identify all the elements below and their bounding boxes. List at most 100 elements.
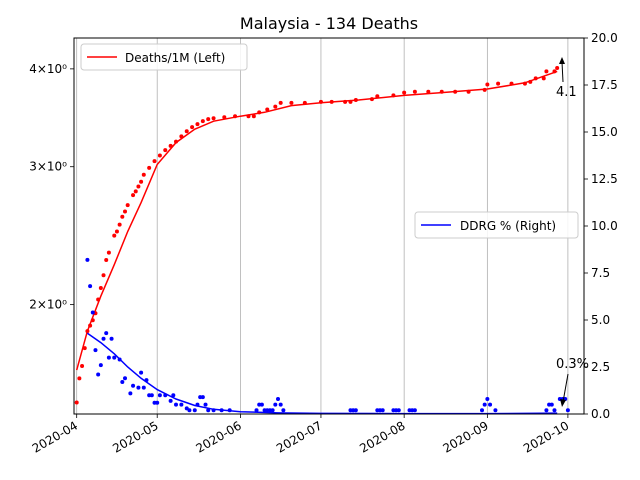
deaths-point xyxy=(541,76,546,81)
ddrg-point xyxy=(106,355,111,360)
deaths-trend-line xyxy=(75,70,558,371)
legend-deaths-label: Deaths/1M (Left) xyxy=(125,51,225,65)
deaths-point xyxy=(402,90,407,95)
ddrg-point xyxy=(206,408,211,413)
ddrg-point xyxy=(104,331,109,336)
ddrg-point xyxy=(270,408,275,413)
deaths-point xyxy=(289,100,294,105)
legend-ddrg-label: DDRG % (Right) xyxy=(460,219,556,233)
ddrg-point xyxy=(179,402,184,407)
annotation-ddrg-last: 0.3% xyxy=(556,357,589,407)
ddrg-point xyxy=(396,408,401,413)
deaths-point xyxy=(157,153,162,158)
deaths-point xyxy=(136,184,141,189)
ddrg-point xyxy=(101,336,106,341)
deaths-point xyxy=(251,114,256,119)
deaths-point xyxy=(163,148,168,153)
ddrg-point xyxy=(203,402,208,407)
ddrg-point xyxy=(123,376,127,381)
ddrg-point xyxy=(120,380,125,385)
deaths-point xyxy=(106,250,111,255)
deaths-point xyxy=(117,222,122,227)
right-tick-label: 17.5 xyxy=(591,78,618,92)
ddrg-point xyxy=(278,402,283,407)
ddrg-point xyxy=(412,408,417,413)
ddrg-point xyxy=(112,355,117,360)
right-tick-label: 10.0 xyxy=(591,219,618,233)
deaths-point xyxy=(133,189,138,194)
ddrg-point xyxy=(141,385,146,390)
ddrg-point xyxy=(139,370,144,375)
deaths-point xyxy=(120,214,125,219)
right-tick-label: 7.5 xyxy=(591,266,610,280)
ddrg-point xyxy=(380,408,385,413)
deaths-point xyxy=(141,172,146,177)
deaths-point xyxy=(98,286,103,291)
deaths-point xyxy=(412,89,417,94)
deaths-point xyxy=(123,209,127,214)
legend-ddrg-box xyxy=(414,211,579,239)
ddrg-point xyxy=(488,402,493,407)
legend-deaths: Deaths/1M (Left) xyxy=(80,43,248,71)
annotation-ddrg-arrowhead xyxy=(560,399,566,407)
ddrg-point xyxy=(157,393,162,398)
deaths-point xyxy=(273,104,278,109)
ddrg-point xyxy=(171,393,176,398)
deaths-point xyxy=(265,107,270,112)
ddrg-point xyxy=(259,402,264,407)
ddrg-point xyxy=(168,398,173,403)
ddrg-point xyxy=(174,402,178,407)
right-tick-label: 20.0 xyxy=(591,31,618,45)
annotation-ddrg-text: 0.3% xyxy=(556,357,589,372)
chart-title: Malaysia - 134 Deaths xyxy=(240,14,418,33)
ddrg-point xyxy=(276,396,280,401)
deaths-point xyxy=(496,81,501,86)
left-tick-label: 4×10⁰ xyxy=(29,62,67,76)
legend-ddrg: DDRG % (Right) xyxy=(414,211,579,239)
annotation-deaths-arrowhead xyxy=(559,57,565,64)
left-tick-label: 3×10⁰ xyxy=(29,160,67,174)
ddrg-point xyxy=(88,284,93,289)
annotation-ddrg-arrow xyxy=(562,373,569,403)
right-tick-label: 12.5 xyxy=(591,172,618,186)
ddrg-point xyxy=(482,402,487,407)
legend-deaths-box xyxy=(80,43,248,71)
deaths-point xyxy=(555,66,560,71)
ddrg-point xyxy=(493,408,498,413)
deaths-point xyxy=(74,400,79,405)
deaths-point xyxy=(104,258,109,263)
deaths-point xyxy=(147,165,152,170)
deaths-point xyxy=(206,117,211,122)
deaths-point xyxy=(195,122,200,127)
ddrg-point xyxy=(109,336,114,341)
ddrg-point xyxy=(136,385,141,390)
ddrg-point xyxy=(485,396,490,401)
ddrg-point xyxy=(90,310,95,315)
ddrg-point xyxy=(128,391,133,396)
deaths-point xyxy=(222,115,227,120)
ddrg-point xyxy=(565,408,570,413)
deaths-point xyxy=(131,193,136,198)
annotation-deaths-last: 4.1 xyxy=(556,57,577,100)
left-axis: 2×10⁰ 3×10⁰ 4×10⁰ xyxy=(29,62,74,312)
ddrg-point xyxy=(200,395,205,400)
deaths-point xyxy=(80,363,85,368)
deaths-point xyxy=(125,203,130,208)
deaths-point xyxy=(278,100,283,105)
deaths-point xyxy=(190,125,195,130)
ddrg-points xyxy=(85,257,570,413)
ddrg-point xyxy=(96,372,101,377)
right-tick-label: 2.5 xyxy=(591,360,610,374)
ddrg-point xyxy=(281,408,286,413)
ddrg-point xyxy=(85,257,90,262)
deaths-point xyxy=(152,159,157,164)
ddrg-point xyxy=(353,408,358,413)
deaths-point xyxy=(485,82,490,87)
deaths-point xyxy=(211,116,216,121)
ddrg-point xyxy=(93,348,98,353)
right-axis: 0.0 2.5 5.0 7.5 10.0 12.5 15.0 17.5 20.0 xyxy=(584,31,618,421)
ddrg-point xyxy=(98,363,103,368)
ddrg-point xyxy=(192,408,197,413)
